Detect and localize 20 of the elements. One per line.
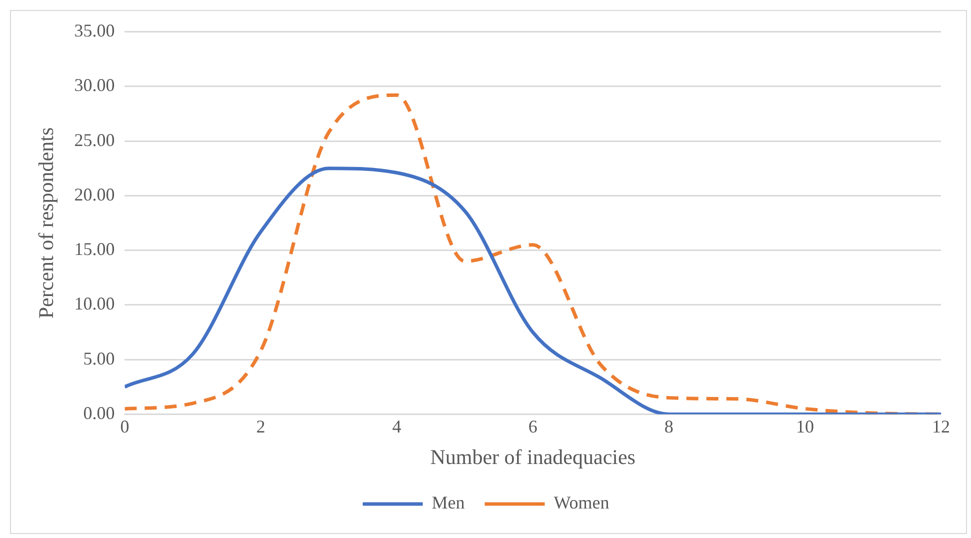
y-tick-label: 35.00 bbox=[74, 20, 115, 41]
y-tick-label: 0.00 bbox=[83, 402, 115, 423]
line-series bbox=[124, 166, 941, 414]
x-tick-label: 8 bbox=[664, 416, 674, 437]
y-tick-label: 20.00 bbox=[74, 184, 115, 204]
y-axis-title: Percent of respondents bbox=[34, 127, 58, 319]
x-tick-label: 4 bbox=[392, 416, 402, 437]
y-tick-label: 25.00 bbox=[74, 130, 115, 150]
legend-label: Women bbox=[554, 492, 610, 513]
x-tick-label: 2 bbox=[256, 416, 266, 437]
x-axis-title: Number of inadequacies bbox=[430, 444, 636, 469]
x-tick-label: 12 bbox=[932, 416, 950, 437]
x-tick-label: 0 bbox=[120, 416, 130, 437]
legend-label: Men bbox=[432, 492, 465, 513]
x-tick-label: 6 bbox=[528, 416, 538, 437]
y-tick-label: 10.00 bbox=[74, 294, 115, 314]
y-tick-label: 15.00 bbox=[74, 239, 115, 260]
x-tick-label: 10 bbox=[796, 416, 814, 437]
y-tick-label: 5.00 bbox=[83, 348, 115, 368]
y-tick-label: 30.00 bbox=[74, 75, 115, 96]
